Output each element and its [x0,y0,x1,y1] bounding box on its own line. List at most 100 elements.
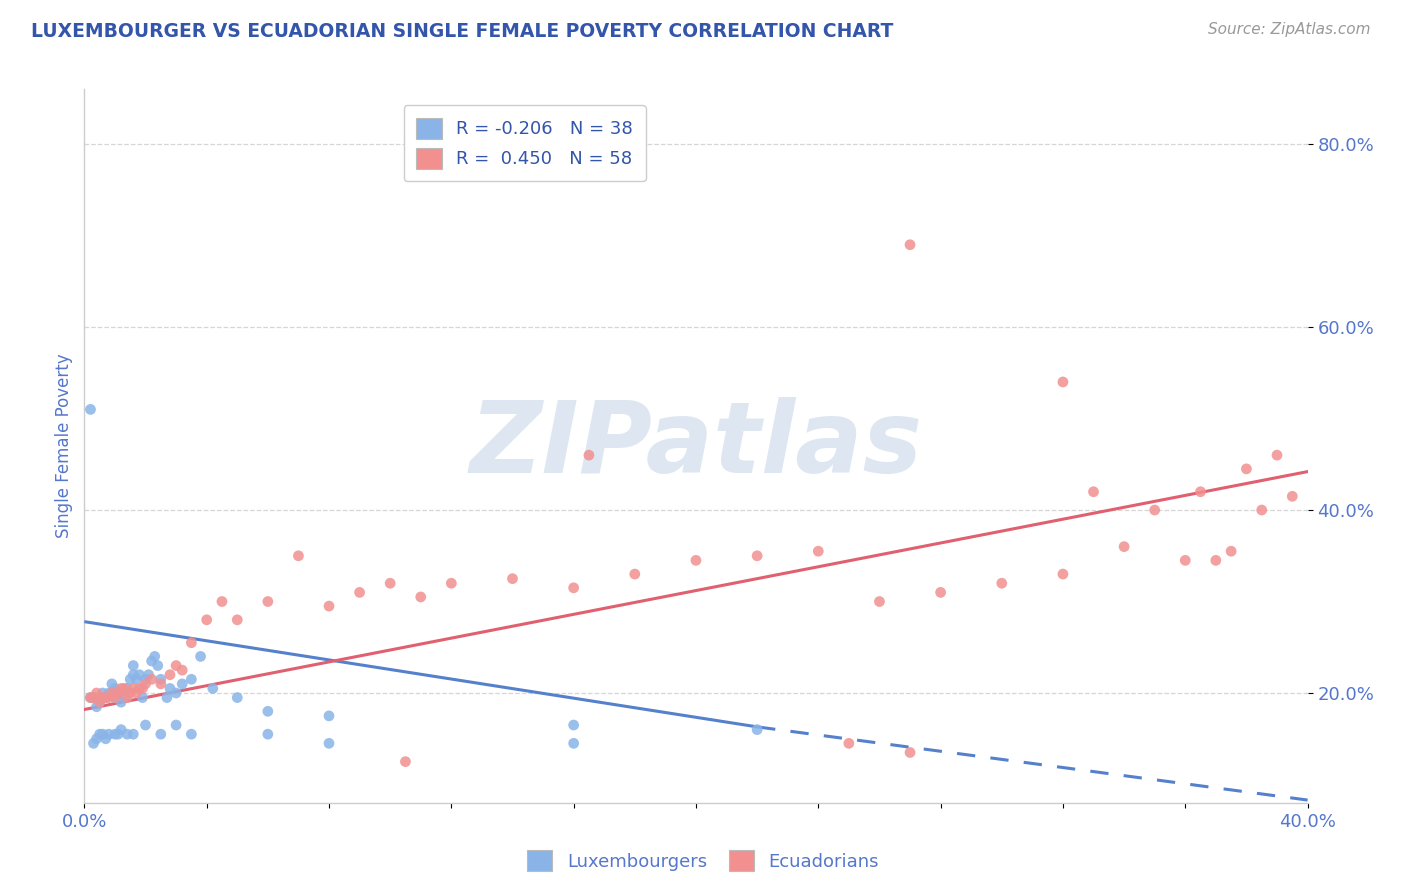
Point [318,709,340,723]
Point [747,549,769,563]
Point [1265,448,1288,462]
Point [141,654,163,668]
Point [318,736,340,750]
Point [115,690,138,705]
Point [869,594,891,608]
Point [104,681,127,696]
Point [128,681,150,696]
Point [107,686,129,700]
Point [1052,567,1074,582]
Legend: Luxembourgers, Ecuadorians: Luxembourgers, Ecuadorians [520,843,886,879]
Point [120,673,142,687]
Point [624,567,647,582]
Point [91,690,114,705]
Point [131,690,153,705]
Point [89,727,111,741]
Point [1205,553,1227,567]
Point [180,636,202,650]
Point [898,746,921,760]
Point [138,667,160,681]
Point [112,681,135,696]
Point [1236,462,1258,476]
Point [180,673,202,687]
Point [101,686,124,700]
Point [394,755,416,769]
Point [97,690,120,705]
Point [502,572,524,586]
Point [101,677,124,691]
Point [578,448,600,462]
Point [149,677,172,691]
Point [97,686,120,700]
Point [94,690,117,705]
Point [1281,489,1303,503]
Point [110,681,132,696]
Point [1220,544,1243,558]
Point [122,667,145,681]
Text: Source: ZipAtlas.com: Source: ZipAtlas.com [1208,22,1371,37]
Point [1114,540,1136,554]
Y-axis label: Single Female Poverty: Single Female Poverty [55,354,73,538]
Point [257,594,280,608]
Text: ZIPatlas: ZIPatlas [470,398,922,494]
Point [120,686,142,700]
Point [122,681,145,696]
Point [562,581,585,595]
Point [97,727,120,741]
Point [226,613,249,627]
Point [929,585,952,599]
Point [380,576,402,591]
Point [128,667,150,681]
Point [172,663,194,677]
Point [125,673,148,687]
Point [83,736,105,750]
Point [747,723,769,737]
Point [79,690,101,705]
Point [91,727,114,741]
Point [135,673,157,687]
Point [86,699,108,714]
Point [1052,375,1074,389]
Point [211,594,233,608]
Point [83,690,105,705]
Point [1083,484,1105,499]
Point [838,736,860,750]
Point [349,585,371,599]
Point [201,681,224,696]
Point [135,718,157,732]
Point [257,727,280,741]
Point [122,658,145,673]
Point [89,695,111,709]
Point [143,649,166,664]
Point [159,681,181,696]
Point [149,727,172,741]
Point [94,731,117,746]
Point [165,658,187,673]
Point [562,718,585,732]
Point [195,613,218,627]
Point [159,667,181,681]
Point [115,681,138,696]
Point [226,690,249,705]
Point [165,686,187,700]
Point [104,690,127,705]
Point [135,677,157,691]
Point [318,599,340,613]
Point [91,686,114,700]
Point [104,727,127,741]
Point [79,690,101,705]
Point [83,690,105,705]
Point [1174,553,1197,567]
Point [79,402,101,417]
Point [107,727,129,741]
Point [115,727,138,741]
Point [165,718,187,732]
Legend: R = -0.206   N = 38, R =  0.450   N = 58: R = -0.206 N = 38, R = 0.450 N = 58 [404,105,645,181]
Point [112,690,135,705]
Point [1250,503,1272,517]
Text: LUXEMBOURGER VS ECUADORIAN SINGLE FEMALE POVERTY CORRELATION CHART: LUXEMBOURGER VS ECUADORIAN SINGLE FEMALE… [31,22,893,41]
Point [562,736,585,750]
Point [131,681,153,696]
Point [110,695,132,709]
Point [141,673,163,687]
